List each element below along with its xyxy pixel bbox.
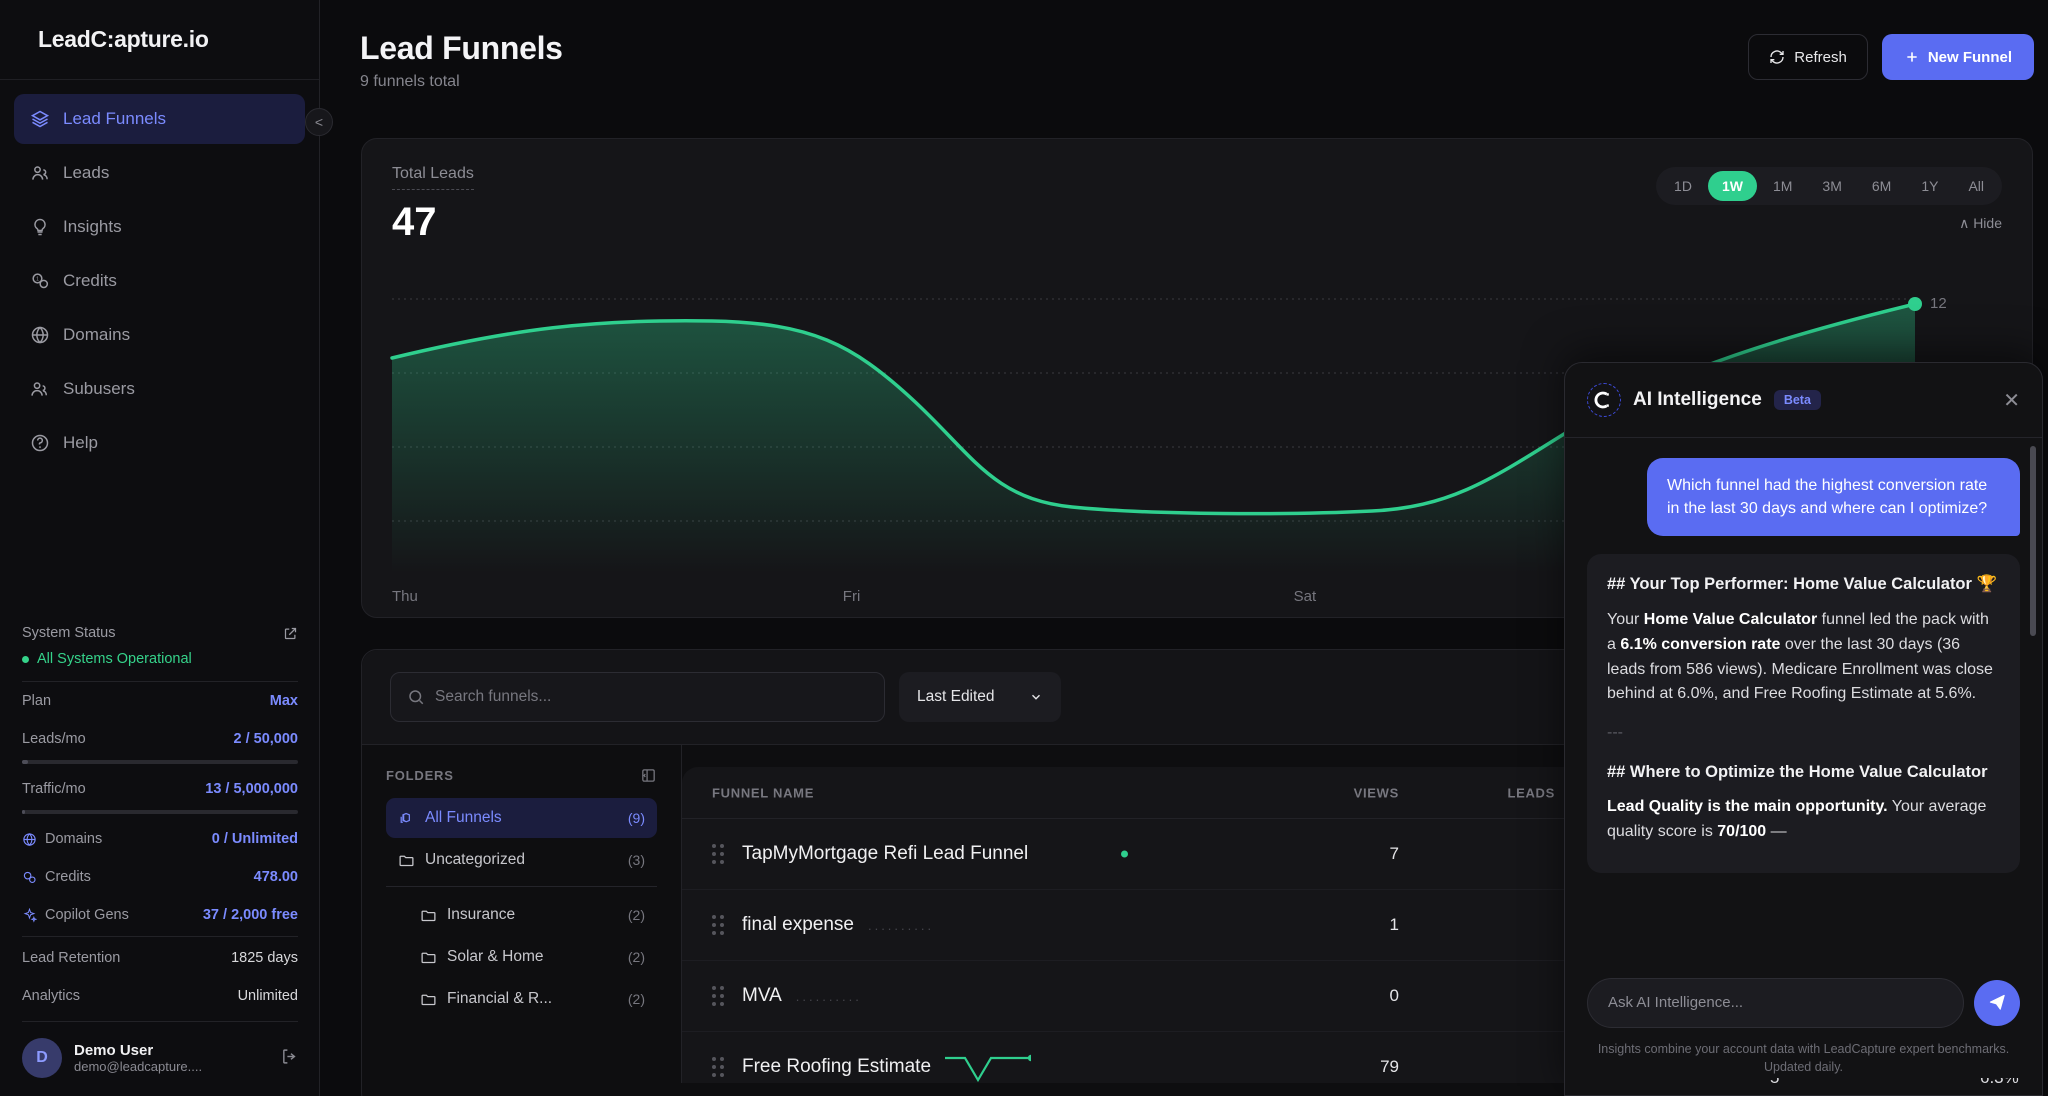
svg-text:1: 1 bbox=[36, 277, 39, 283]
